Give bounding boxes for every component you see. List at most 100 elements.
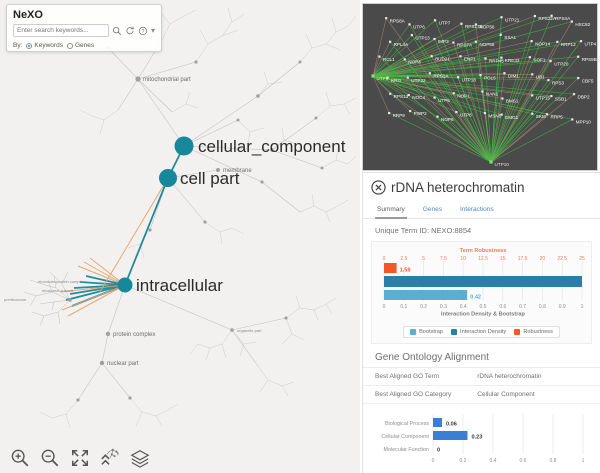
gene-edge <box>372 75 411 112</box>
gene-node[interactable] <box>579 40 583 43</box>
gene-node[interactable] <box>436 115 439 118</box>
gene-node[interactable] <box>501 97 504 100</box>
gene-node[interactable] <box>572 93 576 96</box>
tab-interactions[interactable]: Interactions <box>459 206 494 213</box>
gene-node[interactable] <box>403 58 406 61</box>
gene-node[interactable] <box>571 118 574 121</box>
tree-label-nuclear-part: nuclear part <box>107 361 139 367</box>
tree-node-intracellular[interactable] <box>117 277 133 293</box>
gene-node[interactable] <box>549 59 552 63</box>
gene-node[interactable] <box>484 57 487 60</box>
help-icon[interactable]: ? <box>138 25 148 37</box>
gene-node[interactable] <box>459 55 462 58</box>
gene-node[interactable] <box>371 74 375 78</box>
gene-node[interactable] <box>406 76 409 79</box>
fit-to-screen-icon[interactable] <box>70 448 90 468</box>
gene-label: RPS8A <box>390 18 406 23</box>
gene-node[interactable] <box>428 72 431 75</box>
gene-node[interactable] <box>547 79 550 82</box>
gene-node[interactable] <box>456 76 460 79</box>
gene-node[interactable] <box>452 41 455 44</box>
gene-node[interactable] <box>500 113 503 116</box>
radio-genes-dot <box>66 42 73 49</box>
search-icon[interactable] <box>112 25 122 37</box>
gene-node[interactable] <box>528 56 531 59</box>
gene-edge <box>372 42 454 77</box>
gene-node[interactable] <box>531 94 534 97</box>
gene-node[interactable] <box>489 160 493 164</box>
gene-label: UTP8 <box>460 112 472 117</box>
gene-label: UTP7 <box>439 20 451 25</box>
gene-node[interactable] <box>479 74 482 77</box>
gene-node[interactable] <box>460 22 463 25</box>
gene-node[interactable] <box>388 40 392 43</box>
tree-label-preribosome: preribosome <box>4 297 27 302</box>
gene-node[interactable] <box>433 96 436 99</box>
gene-node[interactable] <box>577 76 580 80</box>
refresh-icon[interactable] <box>125 25 135 37</box>
gene-node[interactable] <box>499 33 502 36</box>
gene-node[interactable] <box>531 73 534 76</box>
gene-node[interactable] <box>503 72 506 75</box>
radio-option-genes[interactable]: Genes <box>66 42 94 49</box>
gene-edge <box>408 94 492 163</box>
gene-node[interactable] <box>545 113 549 116</box>
chevron-down-icon[interactable]: ▾ <box>151 25 156 35</box>
gene-node[interactable] <box>433 37 436 41</box>
collapse-tree-icon[interactable] <box>100 448 120 468</box>
gene-node[interactable] <box>474 40 477 43</box>
close-circle-icon[interactable] <box>371 180 386 195</box>
gene-node[interactable] <box>570 20 573 23</box>
gene-edge <box>372 56 380 77</box>
radio-option-keywords[interactable]: Keywords <box>26 42 63 49</box>
gene-node[interactable] <box>481 90 484 93</box>
gene-edge <box>490 95 533 163</box>
zoom-out-icon[interactable] <box>40 448 60 468</box>
gene-label: SSA1 <box>504 35 516 40</box>
tab-genes[interactable]: Genes <box>422 206 442 213</box>
gene-node[interactable] <box>500 16 503 19</box>
gene-node[interactable] <box>388 111 391 115</box>
tree-node-cell-part[interactable] <box>159 169 177 187</box>
gene-edge <box>434 38 492 163</box>
layers-icon[interactable] <box>130 448 150 468</box>
gene-node[interactable] <box>386 76 389 79</box>
gene-edge <box>490 57 531 163</box>
gene-node[interactable] <box>410 33 413 37</box>
gene-node[interactable] <box>500 56 503 59</box>
ontology-tree-graph[interactable]: mitochondrial part membrane protein comp… <box>0 0 360 473</box>
gene-node[interactable] <box>455 110 458 114</box>
gene-node[interactable] <box>385 17 388 20</box>
ontology-tree-view[interactable]: mitochondrial part membrane protein comp… <box>0 0 360 473</box>
gene-node[interactable] <box>452 92 455 95</box>
gene-label: UTP21 <box>505 17 520 22</box>
zoom-in-icon[interactable] <box>10 448 30 468</box>
gene-node[interactable] <box>389 92 392 95</box>
search-input[interactable] <box>13 24 109 37</box>
gene-label: RRP9 <box>393 113 406 118</box>
gene-node[interactable] <box>556 40 559 43</box>
gene-node[interactable] <box>408 23 411 26</box>
gene-node[interactable] <box>530 40 533 43</box>
gene-node[interactable] <box>531 112 534 115</box>
gene-node[interactable] <box>550 94 553 98</box>
gene-node[interactable] <box>550 14 553 17</box>
gene-node[interactable] <box>474 23 477 26</box>
gene-node[interactable] <box>433 19 437 22</box>
gene-node[interactable] <box>577 55 580 58</box>
gene-edge <box>490 114 502 163</box>
gene-node[interactable] <box>533 14 537 18</box>
gene-node[interactable] <box>409 109 412 113</box>
gene-edge <box>372 34 501 77</box>
gene-interaction-network[interactable]: RPS8A UTP6 UTP7 RPS17B NOP56 UTP21 RPS22A RPS4A… <box>362 3 598 171</box>
gene-edge <box>372 21 572 77</box>
gene-edge <box>372 75 457 113</box>
gene-node[interactable] <box>430 55 433 58</box>
gene-node[interactable] <box>378 55 381 58</box>
gene-node[interactable] <box>483 111 487 115</box>
tree-node-cellular-component[interactable] <box>174 136 194 156</box>
gene-node[interactable] <box>407 93 410 97</box>
gene-label: HSC82 <box>575 22 590 27</box>
tab-summary[interactable]: Summary <box>375 203 407 219</box>
